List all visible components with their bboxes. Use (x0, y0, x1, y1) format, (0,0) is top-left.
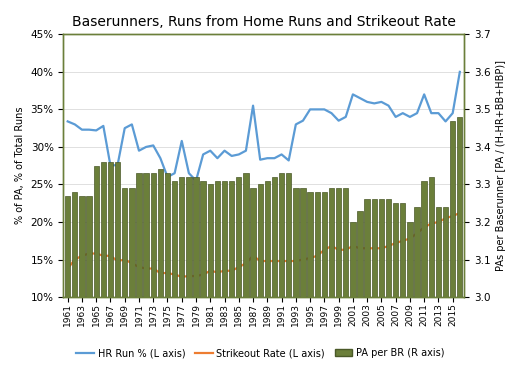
Bar (343, 188, 349, 367)
Bar (407, 222, 413, 367)
Bar (86, 196, 92, 367)
Title: Baserunners, Runs from Home Runs and Strikeout Rate: Baserunners, Runs from Home Runs and Str… (72, 15, 456, 29)
Bar (421, 181, 427, 367)
Bar (321, 192, 327, 367)
Bar (357, 211, 363, 367)
Bar (215, 181, 220, 367)
Bar (443, 207, 448, 367)
Bar (251, 188, 256, 367)
Bar (79, 196, 84, 367)
Bar (243, 173, 249, 367)
Bar (201, 181, 206, 367)
Bar (222, 181, 227, 367)
Bar (193, 177, 199, 367)
Bar (457, 117, 463, 367)
Bar (400, 203, 405, 367)
Bar (94, 166, 99, 367)
Bar (229, 181, 234, 367)
Bar (207, 185, 213, 367)
Bar (236, 177, 241, 367)
Bar (336, 188, 341, 367)
Bar (179, 177, 184, 367)
Bar (429, 177, 434, 367)
Bar (158, 170, 163, 367)
Bar (186, 177, 192, 367)
Bar (450, 121, 455, 367)
Bar (108, 162, 113, 367)
Bar (115, 162, 120, 367)
Bar (143, 173, 149, 367)
Bar (300, 188, 306, 367)
Bar (386, 200, 391, 367)
Y-axis label: % of PA, % of Total Runs: % of PA, % of Total Runs (15, 107, 25, 225)
Bar (265, 181, 270, 367)
Bar (65, 196, 70, 367)
Bar (436, 207, 441, 367)
Bar (137, 173, 142, 367)
Bar (286, 173, 291, 367)
Bar (72, 192, 78, 367)
Bar (365, 200, 370, 367)
Y-axis label: PAs per Baserunner [PA / (H-HR+BB+HBP)]: PAs per Baserunner [PA / (H-HR+BB+HBP)] (496, 60, 506, 271)
Bar (393, 203, 399, 367)
Bar (122, 188, 128, 367)
Bar (414, 207, 420, 367)
Bar (279, 173, 284, 367)
Bar (315, 192, 320, 367)
Bar (129, 188, 134, 367)
Bar (329, 188, 334, 367)
Bar (165, 173, 170, 367)
Bar (257, 185, 263, 367)
Bar (371, 200, 377, 367)
Bar (172, 181, 177, 367)
Bar (151, 173, 156, 367)
Bar (307, 192, 313, 367)
Bar (272, 177, 277, 367)
Bar (101, 162, 106, 367)
Bar (379, 200, 384, 367)
Bar (293, 188, 299, 367)
Legend: HR Run % (L axis), Strikeout Rate (L axis), PA per BR (R axis): HR Run % (L axis), Strikeout Rate (L axi… (72, 344, 449, 362)
Bar (350, 222, 355, 367)
